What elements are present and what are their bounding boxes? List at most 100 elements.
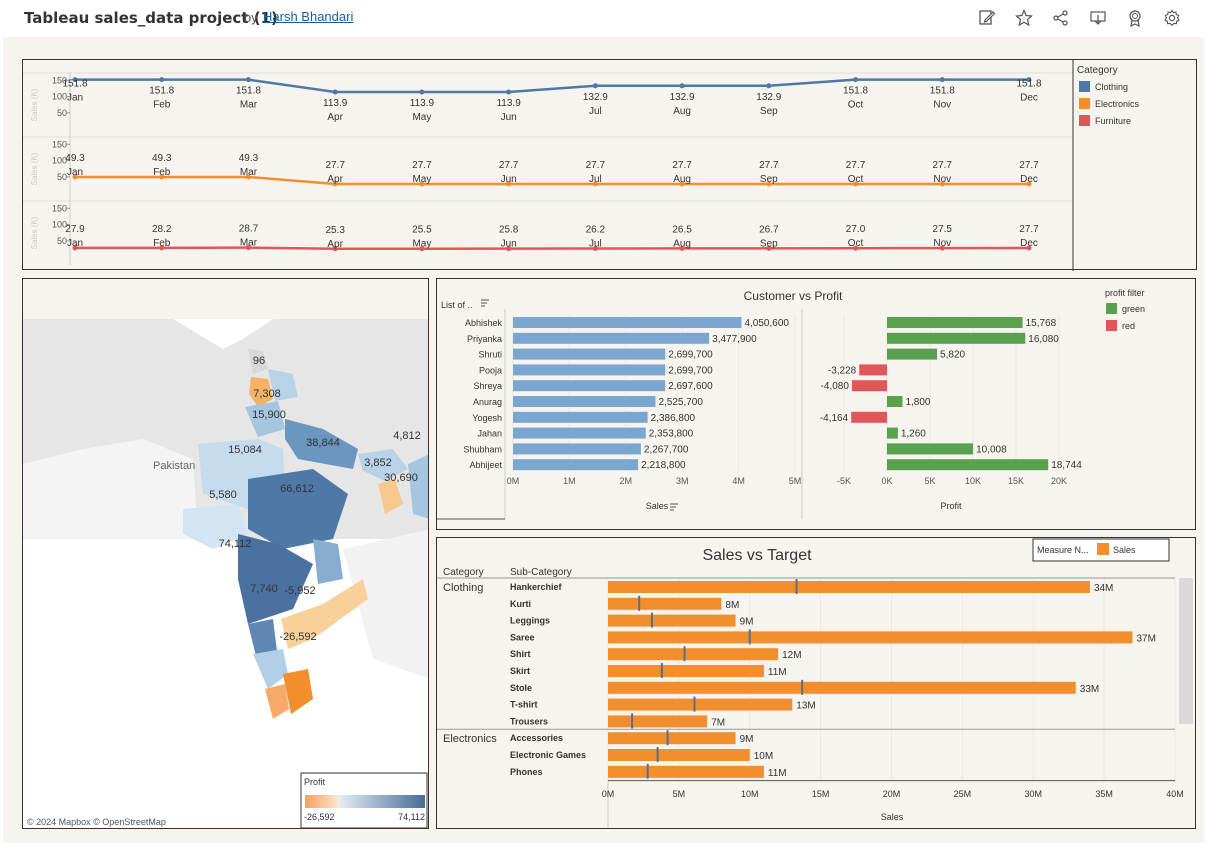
data-label: 27.7	[1019, 224, 1039, 235]
award-icon[interactable]	[1126, 9, 1144, 27]
sales-bar[interactable]	[608, 648, 779, 661]
gear-icon[interactable]	[1163, 9, 1181, 27]
y-tick-label: 100	[52, 92, 67, 102]
author-link[interactable]: Harsh Bhandari	[263, 9, 354, 24]
category-legend[interactable]: Clothing Electronics Furniture	[1079, 81, 1140, 126]
region-haryana[interactable]	[245, 401, 285, 437]
region-up[interactable]	[285, 419, 358, 469]
sales-bar[interactable]	[513, 364, 666, 376]
profit-bar[interactable]	[851, 411, 887, 423]
data-point	[159, 245, 165, 251]
profit-bar[interactable]	[887, 348, 938, 360]
sales-bar[interactable]	[608, 614, 736, 627]
sales-bar[interactable]	[513, 427, 646, 439]
month-label: Nov	[933, 238, 951, 249]
sales-bar[interactable]	[513, 411, 648, 423]
y-tick-label: 50	[57, 236, 67, 246]
region-himachal[interactable]	[268, 369, 298, 401]
sales-target-marks[interactable]: 0M 5M 10M 15M 20M 25M 30M 35M 40M Clothing Hankerc…	[437, 577, 1184, 828]
sales-vs-target-chart[interactable]: Sales vs Target Measure N... Sales Categ…	[437, 538, 1197, 830]
month-label: Mar	[240, 167, 258, 178]
profit-bar[interactable]	[887, 443, 974, 455]
profit-bar[interactable]	[851, 380, 887, 392]
data-label: 28.7	[239, 224, 259, 235]
map-value-label: 4,812	[393, 430, 421, 442]
profit-bar[interactable]	[887, 396, 903, 407]
customer-vs-profit-chart[interactable]: Customer vs Profit List of .. profit fil…	[437, 279, 1197, 531]
y-axis-title: Sales (K)	[30, 216, 39, 249]
region-gujarat[interactable]	[183, 504, 248, 549]
sales-bar[interactable]	[513, 380, 666, 392]
data-label: 132.9	[583, 92, 608, 103]
profit-value: 5,820	[940, 350, 965, 361]
sales-bar[interactable]	[608, 715, 708, 728]
region-kerala[interactable]	[265, 684, 289, 719]
sales-value: 2,267,700	[644, 444, 689, 455]
data-point	[853, 77, 859, 83]
region-karnataka[interactable]	[253, 649, 288, 689]
vertical-scrollbar[interactable]	[1179, 578, 1193, 724]
sales-sort-icon[interactable]	[670, 503, 678, 511]
data-label: 113.9	[496, 98, 521, 109]
data-point	[939, 77, 945, 83]
profit-bar[interactable]	[887, 317, 1023, 328]
edit-icon[interactable]	[978, 9, 996, 27]
region-bihar[interactable]	[358, 449, 408, 481]
sales-bar[interactable]	[608, 665, 764, 677]
subcategory-label: Electronic Games	[510, 750, 586, 760]
sales-bar[interactable]	[608, 597, 722, 610]
star-icon[interactable]	[1015, 9, 1033, 27]
sort-icon[interactable]	[481, 299, 489, 307]
sales-bar[interactable]	[608, 749, 750, 761]
x-tick: 35M	[1095, 789, 1113, 799]
region-andhra[interactable]	[281, 579, 368, 649]
sales-bar[interactable]	[513, 317, 742, 328]
india-profit-map[interactable]: 96 7,308 15,900 38,844 4,812 15,084 3,852 30,69…	[23, 279, 429, 829]
sales-bar[interactable]	[608, 765, 764, 778]
data-label: 25.3	[325, 225, 345, 236]
sales-bar[interactable]	[513, 396, 656, 407]
sales-bar[interactable]	[608, 581, 1090, 593]
map-value-label: 38,844	[306, 437, 340, 449]
profit-legend-min: -26,592	[304, 812, 335, 822]
profit-filter-legend-title: profit filter	[1105, 288, 1145, 298]
sales-bar[interactable]	[513, 443, 641, 455]
col-category-header: Category	[443, 567, 484, 578]
profit-map-panel[interactable]: 96 7,308 15,900 38,844 4,812 15,084 3,852 30,69…	[22, 278, 429, 829]
region-jharkhand[interactable]	[378, 479, 403, 514]
month-label: Nov	[933, 174, 951, 185]
profit-bar[interactable]	[887, 427, 898, 439]
region-tamilnadu[interactable]	[283, 669, 313, 714]
sales-target-panel: Sales vs Target Measure N... Sales Categ…	[436, 537, 1196, 829]
sales-bar[interactable]	[513, 332, 710, 344]
share-icon[interactable]	[1052, 9, 1070, 27]
sales-value-label: 7M	[711, 717, 725, 728]
profit-bar[interactable]	[887, 459, 1049, 471]
sales-bar[interactable]	[608, 698, 793, 711]
month-label: May	[412, 239, 431, 250]
profit-bar[interactable]	[859, 364, 887, 376]
data-point	[419, 89, 425, 95]
line-chart-marks[interactable]: 151.8 Jan 151.8 Feb 151.8 Mar 113.9 Apr 113.9 May…	[62, 77, 1042, 252]
region-chhattisgarh[interactable]	[313, 539, 343, 584]
sales-bar[interactable]	[608, 681, 1076, 694]
monthly-sales-line-chart[interactable]: Category Clothing Electronics Furniture 15…	[23, 60, 1198, 271]
sales-bar[interactable]	[608, 631, 1133, 644]
region-northeast[interactable]	[408, 454, 429, 519]
month-label: Jul	[589, 238, 602, 249]
data-label: 49.3	[152, 153, 172, 164]
sales-bar[interactable]	[513, 348, 666, 360]
download-icon[interactable]	[1089, 9, 1107, 27]
profit-filter-legend[interactable]: green red	[1106, 303, 1145, 331]
region-ladakh[interactable]	[248, 349, 268, 374]
data-point	[506, 89, 512, 95]
month-label: Oct	[848, 174, 864, 185]
sales-bar[interactable]	[513, 459, 639, 471]
region-punjab[interactable]	[249, 377, 273, 407]
sales-bar[interactable]	[608, 732, 736, 745]
customer-chart-marks[interactable]: 0M 1M 2M 3M 4M 5M -5K 0K 5K 10K 15K 20K Abhishek 4,05…	[437, 309, 1082, 520]
region-mp[interactable]	[248, 469, 348, 549]
profit-bar[interactable]	[887, 332, 1026, 344]
region-maharashtra[interactable]	[238, 534, 313, 624]
data-label: 26.2	[586, 224, 606, 235]
